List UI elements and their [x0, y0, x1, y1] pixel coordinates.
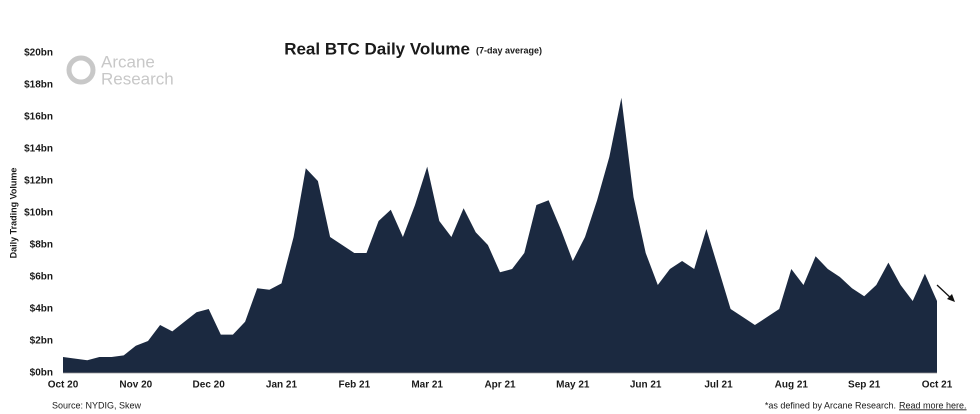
read-more-link[interactable]: Read more here. [899, 400, 967, 410]
y-axis-label: Daily Trading Volume [8, 168, 18, 259]
y-tick-label: $16bn [24, 112, 53, 123]
x-tick-label: Jul 21 [704, 380, 733, 391]
x-tick-label: Aug 21 [775, 380, 809, 391]
chart-title: Real BTC Daily Volume [284, 39, 470, 58]
x-tick-label: Nov 20 [119, 380, 152, 391]
y-tick-label: $20bn [24, 48, 53, 59]
logo-text: Research [101, 69, 174, 88]
annotation-arrow [936, 284, 955, 302]
logo-text: Arcane [101, 52, 155, 71]
x-tick-label: Jan 21 [266, 380, 298, 391]
x-tick-label: Oct 21 [922, 380, 953, 391]
y-tick-label: $2bn [30, 336, 53, 347]
y-tick-label: $10bn [24, 208, 53, 219]
x-tick-label: May 21 [556, 380, 590, 391]
y-tick-label: $8bn [30, 240, 53, 251]
x-tick-label: Apr 21 [484, 380, 516, 391]
logo-icon [66, 55, 96, 85]
volume-area [63, 97, 937, 374]
arrow-head [947, 294, 955, 302]
source: Source: NYDIG, Skew [52, 400, 142, 410]
y-tick-label: $0bn [30, 368, 53, 379]
footnote: *as defined by Arcane Research. [765, 400, 896, 410]
y-tick-label: $18bn [24, 80, 53, 91]
x-tick-label: Oct 20 [48, 380, 79, 391]
x-tick-label: Mar 21 [411, 380, 443, 391]
y-tick-label: $12bn [24, 176, 53, 187]
x-tick-label: Sep 21 [848, 380, 881, 391]
y-tick-label: $14bn [24, 144, 53, 155]
x-tick-label: Dec 20 [193, 380, 226, 391]
chart-subtitle: (7-day average) [476, 45, 542, 55]
y-tick-label: $6bn [30, 272, 53, 283]
x-tick-label: Feb 21 [338, 380, 370, 391]
y-tick-label: $4bn [30, 304, 53, 315]
logo: Arcane Research [66, 52, 174, 88]
x-tick-label: Jun 21 [630, 380, 662, 391]
